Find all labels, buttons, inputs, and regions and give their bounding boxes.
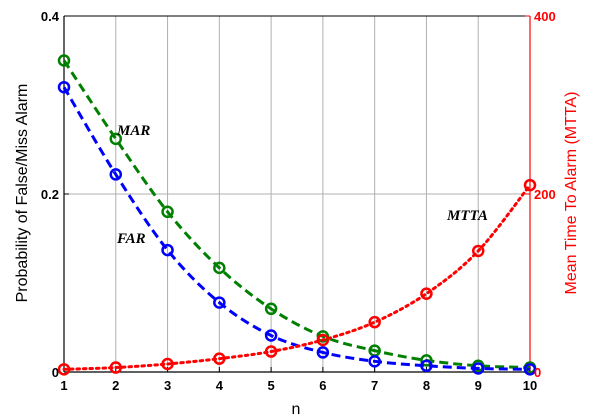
series-layer bbox=[57, 54, 537, 376]
data-point-mtta bbox=[420, 287, 433, 300]
data-point-mtta bbox=[316, 333, 330, 347]
data-point-mtta bbox=[264, 345, 278, 358]
mar-annotation: MAR bbox=[116, 123, 150, 139]
data-point-mtta bbox=[109, 361, 123, 374]
data-point-far bbox=[161, 243, 174, 257]
series-line-far bbox=[62, 86, 531, 371]
axes-frame bbox=[63, 15, 531, 373]
data-point-mar bbox=[161, 205, 174, 219]
data-point-far bbox=[420, 359, 433, 373]
data-point-far bbox=[213, 296, 226, 309]
x-tick-label: 4 bbox=[216, 378, 224, 393]
x-tick-label: 2 bbox=[112, 378, 119, 393]
data-point-mtta bbox=[471, 244, 485, 258]
data-point-far bbox=[523, 363, 537, 376]
data-point-far bbox=[316, 346, 330, 359]
x-tick-label: 5 bbox=[267, 378, 274, 393]
grid bbox=[63, 15, 531, 373]
left-axis-label: Probability of False/Miss Alarm bbox=[14, 84, 31, 303]
mtta-annotation: MTTA bbox=[446, 208, 488, 224]
x-tick-label: 8 bbox=[423, 378, 430, 393]
x-tick-label: 6 bbox=[319, 378, 326, 393]
right-axis-label: Mean Time To Alarm (MTTA) bbox=[563, 92, 580, 295]
left-tick-label: 0.2 bbox=[41, 187, 59, 202]
data-point-far bbox=[368, 355, 381, 368]
data-point-far bbox=[264, 329, 278, 342]
far-annotation: FAR bbox=[116, 231, 146, 247]
data-point-mar bbox=[420, 354, 433, 367]
x-tick-label: 1 bbox=[60, 378, 67, 393]
data-point-mtta bbox=[368, 315, 381, 329]
data-point-far bbox=[109, 168, 123, 181]
data-point-far bbox=[57, 80, 71, 94]
x-tick-label: 3 bbox=[164, 378, 171, 393]
data-point-mar bbox=[213, 261, 226, 275]
data-point-far bbox=[471, 362, 485, 375]
data-point-mtta bbox=[213, 352, 226, 365]
left-tick-label: 0 bbox=[52, 365, 59, 380]
left-tick-label: 0.4 bbox=[41, 9, 60, 24]
data-point-mar bbox=[264, 302, 278, 316]
data-point-mtta bbox=[57, 363, 71, 376]
data-point-mar bbox=[109, 132, 123, 146]
series-line-mar bbox=[62, 59, 531, 370]
x-tick-label: 9 bbox=[475, 378, 482, 393]
data-point-mtta bbox=[523, 178, 537, 192]
right-tick-label: 0 bbox=[534, 365, 541, 380]
right-tick-label: 200 bbox=[534, 187, 556, 202]
x-axis-label: n bbox=[292, 401, 301, 418]
x-tick-label: 10 bbox=[523, 378, 537, 393]
x-tick-label: 7 bbox=[371, 378, 378, 393]
data-point-mar bbox=[57, 54, 71, 67]
right-tick-label: 400 bbox=[534, 9, 556, 24]
data-point-mtta bbox=[161, 357, 174, 371]
series-line-mtta bbox=[62, 183, 532, 371]
